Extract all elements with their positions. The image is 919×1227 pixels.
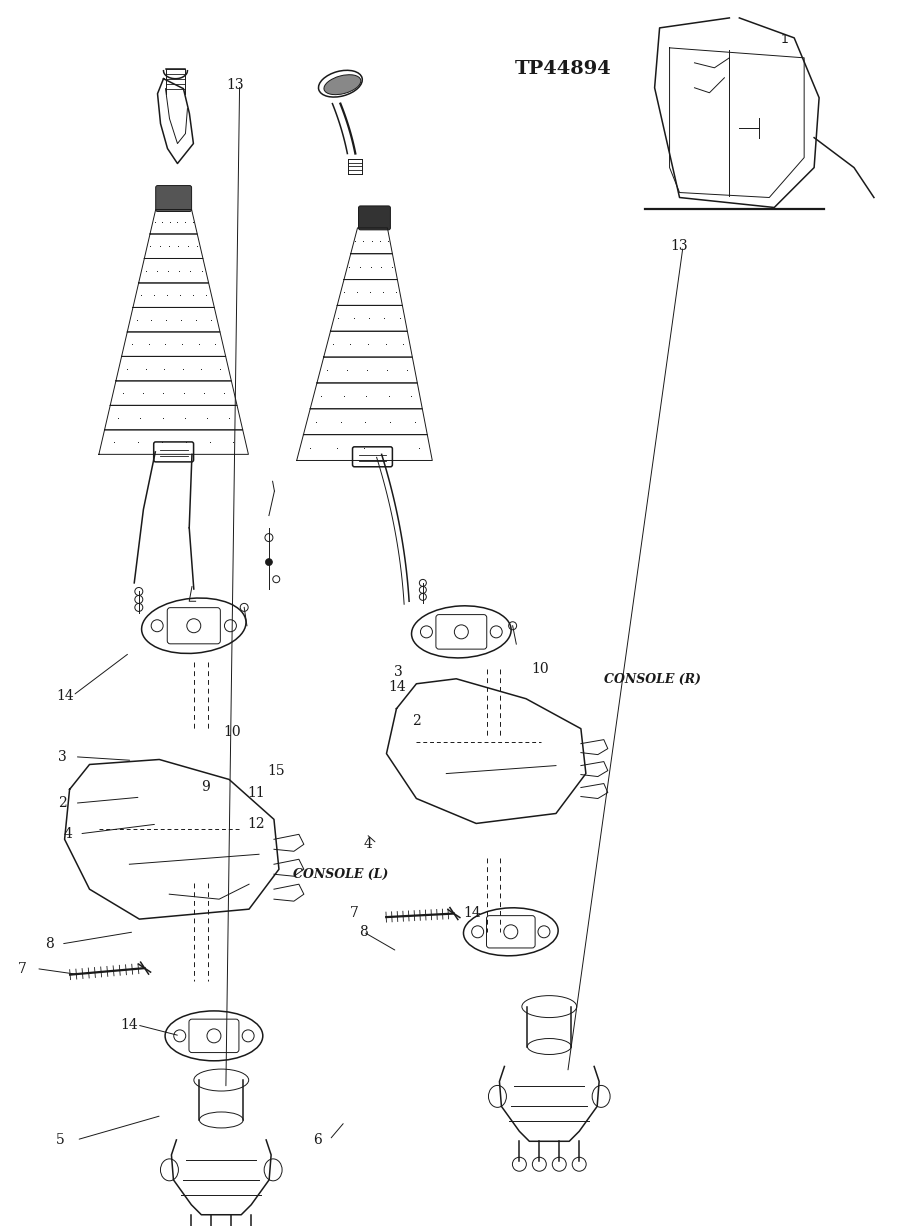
Text: 1: 1 (780, 33, 789, 45)
Text: 3: 3 (393, 665, 403, 680)
Text: 2: 2 (58, 796, 67, 810)
Text: 8: 8 (45, 937, 54, 951)
FancyBboxPatch shape (155, 185, 191, 211)
Text: 10: 10 (223, 725, 241, 739)
Text: 2: 2 (412, 714, 421, 729)
Text: 3: 3 (58, 750, 67, 763)
Text: 13: 13 (226, 77, 244, 92)
Text: 6: 6 (312, 1133, 322, 1147)
Text: 7: 7 (349, 907, 358, 920)
Text: 10: 10 (531, 661, 549, 676)
Text: 9: 9 (201, 780, 210, 794)
Text: 14: 14 (463, 907, 481, 920)
Text: 14: 14 (120, 1018, 138, 1032)
Text: 15: 15 (267, 764, 285, 778)
Text: 14: 14 (56, 688, 74, 703)
Ellipse shape (323, 75, 361, 94)
Circle shape (266, 558, 272, 566)
Text: CONSOLE (R): CONSOLE (R) (605, 674, 701, 686)
Text: 12: 12 (247, 817, 265, 831)
Text: 7: 7 (17, 962, 27, 975)
Text: 4: 4 (63, 827, 73, 840)
Text: 11: 11 (247, 787, 265, 800)
Text: TP44894: TP44894 (515, 60, 611, 77)
Text: 13: 13 (670, 239, 687, 253)
Text: 5: 5 (56, 1133, 65, 1147)
Text: 4: 4 (363, 837, 372, 850)
Text: 8: 8 (358, 925, 368, 939)
FancyBboxPatch shape (358, 206, 391, 229)
Text: 14: 14 (388, 680, 406, 694)
Text: CONSOLE (L): CONSOLE (L) (293, 867, 388, 881)
